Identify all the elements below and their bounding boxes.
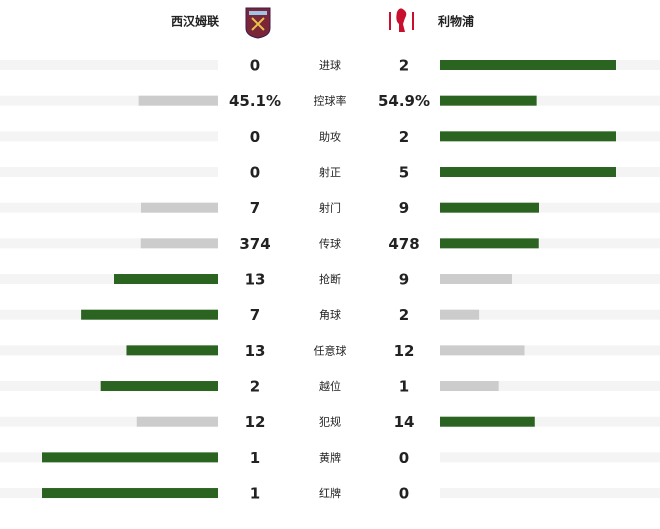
stat-label: 控球率 bbox=[314, 94, 347, 108]
home-bar bbox=[42, 488, 218, 499]
stat-label: 红牌 bbox=[319, 486, 341, 500]
away-bar bbox=[440, 381, 499, 392]
home-value: 7 bbox=[250, 306, 260, 324]
home-team: 西汉姆联 bbox=[171, 14, 219, 29]
away-bar bbox=[440, 60, 616, 70]
home-value: 7 bbox=[250, 199, 260, 217]
track bbox=[0, 416, 218, 427]
track bbox=[0, 167, 218, 178]
track bbox=[0, 238, 218, 249]
home-value: 1 bbox=[250, 485, 260, 503]
away-logo bbox=[389, 8, 414, 32]
track bbox=[440, 345, 660, 356]
home-logo bbox=[245, 7, 271, 39]
away-value: 9 bbox=[399, 271, 409, 289]
home-bar bbox=[140, 238, 218, 249]
home-value: 1 bbox=[250, 449, 260, 467]
track bbox=[440, 202, 660, 213]
home-value: 12 bbox=[245, 413, 266, 431]
home-bar bbox=[42, 452, 218, 463]
home-bar bbox=[136, 416, 218, 427]
away-bar bbox=[440, 238, 539, 249]
away-bar bbox=[440, 309, 480, 320]
away-team: 利物浦 bbox=[438, 14, 474, 29]
track bbox=[0, 202, 218, 213]
away-bar bbox=[440, 167, 616, 178]
stat-label: 任意球 bbox=[314, 343, 347, 357]
home-value: 0 bbox=[250, 164, 260, 182]
track bbox=[440, 238, 660, 249]
stat-label: 黄牌 bbox=[319, 450, 341, 464]
away-value: 2 bbox=[399, 128, 409, 146]
track bbox=[0, 274, 218, 285]
stat-label: 射门 bbox=[319, 201, 341, 215]
home-bar bbox=[114, 274, 218, 285]
away-bar bbox=[440, 131, 616, 142]
stat-label: 射正 bbox=[319, 165, 341, 179]
away-bar bbox=[440, 345, 525, 356]
away-value: 9 bbox=[399, 199, 409, 217]
track bbox=[0, 95, 218, 106]
track bbox=[440, 416, 660, 427]
track bbox=[440, 381, 660, 392]
home-value: 374 bbox=[239, 235, 270, 253]
away-value: 0 bbox=[399, 485, 409, 503]
away-value: 54.9% bbox=[378, 92, 430, 110]
home-bar bbox=[141, 202, 218, 213]
home-value: 45.1% bbox=[229, 92, 281, 110]
home-bar bbox=[126, 345, 218, 356]
track bbox=[440, 95, 660, 106]
track bbox=[440, 452, 660, 463]
stat-label: 越位 bbox=[319, 379, 341, 393]
stat-label: 犯规 bbox=[319, 415, 341, 429]
away-bar bbox=[440, 202, 539, 213]
away-bar bbox=[440, 416, 535, 427]
away-value: 14 bbox=[394, 413, 415, 431]
away-value: 478 bbox=[388, 235, 419, 253]
home-bar bbox=[81, 309, 218, 320]
track bbox=[0, 60, 218, 70]
home-bar bbox=[138, 95, 218, 106]
stat-label: 角球 bbox=[319, 308, 341, 322]
away-bar bbox=[440, 274, 512, 285]
away-bar bbox=[440, 95, 537, 106]
home-value: 13 bbox=[245, 271, 266, 289]
track bbox=[440, 274, 660, 285]
home-value: 0 bbox=[250, 128, 260, 146]
home-value: 13 bbox=[245, 342, 266, 360]
home-bar bbox=[100, 381, 218, 392]
home-value: 0 bbox=[250, 57, 260, 75]
stat-label: 进球 bbox=[319, 58, 341, 72]
stat-label: 传球 bbox=[319, 236, 341, 250]
track bbox=[440, 309, 660, 320]
track bbox=[0, 131, 218, 142]
home-value: 2 bbox=[250, 378, 260, 396]
away-value: 0 bbox=[399, 449, 409, 467]
track bbox=[440, 488, 660, 499]
stat-label: 抢断 bbox=[319, 272, 341, 286]
away-value: 5 bbox=[399, 164, 409, 182]
away-value: 1 bbox=[399, 378, 409, 396]
away-value: 2 bbox=[399, 306, 409, 324]
away-value: 2 bbox=[399, 57, 409, 75]
track bbox=[0, 345, 218, 356]
stat-label: 助攻 bbox=[319, 129, 341, 143]
away-value: 12 bbox=[394, 342, 415, 360]
